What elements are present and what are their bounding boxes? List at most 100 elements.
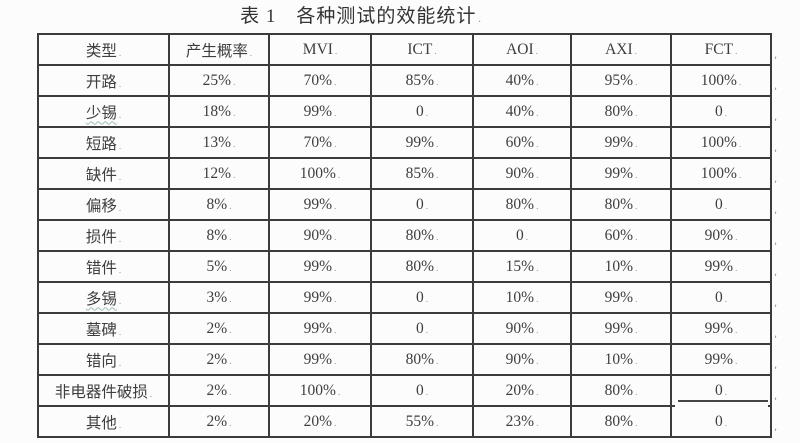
table-row: 少锡18%99%040%80%0 xyxy=(37,95,772,128)
defect-type-label: 其他 xyxy=(85,414,117,432)
fct-border-artifact-line xyxy=(678,400,768,402)
value-cell: 15% xyxy=(472,250,572,283)
value-cell: 10% xyxy=(570,250,672,283)
row-end-mark: , xyxy=(774,236,778,247)
value-cell: 80% xyxy=(472,188,572,221)
defect-type-label: 多锡 xyxy=(85,290,117,308)
defect-type-label: 短路 xyxy=(85,135,117,153)
value-cell: 99% xyxy=(570,281,672,314)
value-cell: 99% xyxy=(670,312,772,345)
defect-type-label: 墓碑 xyxy=(85,321,117,339)
fct-border-artifact-patch xyxy=(675,403,768,408)
table-row: 其他 2%20%55%23%80%0 xyxy=(37,405,772,438)
header-cell-probability: 产生概率 xyxy=(168,33,270,66)
value-cell: 100% xyxy=(268,374,372,407)
value-cell: 13% xyxy=(168,126,270,159)
value-cell: 10% xyxy=(570,343,672,376)
value-cell: 0 xyxy=(370,95,474,128)
value-cell: 3% xyxy=(168,281,270,314)
table-row: 损件8%90%80%060%90% xyxy=(37,219,772,252)
value-cell: 80% xyxy=(570,95,672,128)
value-cell: 0 xyxy=(670,281,772,314)
value-cell: 80% xyxy=(570,188,672,221)
value-cell: 99% xyxy=(570,157,672,190)
value-cell: 2% xyxy=(168,343,270,376)
value-cell: 5% xyxy=(168,250,270,283)
defect-type-cell: 非电器件破损 xyxy=(37,374,170,407)
value-cell: 90% xyxy=(472,157,572,190)
value-cell: 20% xyxy=(472,374,572,407)
value-cell: 90% xyxy=(472,343,572,376)
value-cell: 99% xyxy=(670,343,772,376)
defect-type-label: 缺件 xyxy=(85,166,117,184)
value-cell: 90% xyxy=(268,219,372,252)
table-row: 短路13%70%99%60%99%100% xyxy=(37,126,772,159)
value-cell: 2% xyxy=(168,374,270,407)
header-cell-mvi: MVI xyxy=(268,33,372,66)
row-end-mark: , xyxy=(774,174,778,185)
defect-type-label: 非电器件破损 xyxy=(54,383,148,401)
value-cell: 85% xyxy=(370,64,474,97)
value-cell: 99% xyxy=(268,312,372,345)
value-cell: 99% xyxy=(370,126,474,159)
value-cell: 80% xyxy=(570,405,672,438)
defect-type-label: 损件 xyxy=(85,228,117,246)
table-row: 偏移8%99%080%80%0 xyxy=(37,188,772,221)
table-row: 错向2%99%80%90%10%99% xyxy=(37,343,772,376)
value-cell: 10% xyxy=(472,281,572,314)
defect-type-cell: 缺件 xyxy=(37,157,170,190)
defect-type-cell: 错件 xyxy=(37,250,170,283)
defect-type-cell: 开路 xyxy=(37,64,170,97)
test-effectiveness-table: 类型 产生概率 MVI ICT AOI AXI FCT 开路25%70%85%4… xyxy=(37,33,772,438)
value-cell: 100% xyxy=(670,126,772,159)
value-cell: 40% xyxy=(472,95,572,128)
value-cell: 0 xyxy=(670,405,772,438)
value-cell: 90% xyxy=(670,219,772,252)
header-cell-aoi: AOI xyxy=(472,33,572,66)
row-end-mark: , xyxy=(774,205,778,216)
value-cell: 60% xyxy=(570,219,672,252)
value-cell: 8% xyxy=(168,188,270,221)
value-cell: 8% xyxy=(168,219,270,252)
defect-type-label: 偏移 xyxy=(85,197,117,215)
table-row: 开路 25%70%85%40%95%100% xyxy=(37,64,772,97)
row-end-mark: , xyxy=(774,143,778,154)
value-cell: 0 xyxy=(670,188,772,221)
value-cell: 95% xyxy=(570,64,672,97)
row-end-mark: , xyxy=(774,50,778,61)
value-cell: 80% xyxy=(570,374,672,407)
defect-type-label: 少锡 xyxy=(85,104,117,122)
header-row: 类型 产生概率 MVI ICT AOI AXI FCT xyxy=(37,33,772,66)
header-cell-ict: ICT xyxy=(370,33,474,66)
value-cell: 99% xyxy=(268,188,372,221)
table-row: 多锡3%99%010%99%0 xyxy=(37,281,772,314)
row-end-mark: , xyxy=(774,267,778,278)
value-cell: 80% xyxy=(370,219,474,252)
value-cell: 0 xyxy=(370,188,474,221)
value-cell: 18% xyxy=(168,95,270,128)
value-cell: 40% xyxy=(472,64,572,97)
row-end-mark: , xyxy=(774,422,778,433)
value-cell: 80% xyxy=(370,343,474,376)
defect-type-cell: 其他 xyxy=(37,405,170,438)
value-cell: 100% xyxy=(268,157,372,190)
defect-type-cell: 少锡 xyxy=(37,95,170,128)
table-row: 墓碑2%99%090%99%99% xyxy=(37,312,772,345)
value-cell: 2% xyxy=(168,405,270,438)
value-cell: 0 xyxy=(370,312,474,345)
defect-type-cell: 短路 xyxy=(37,126,170,159)
row-end-mark: , xyxy=(774,81,778,92)
value-cell: 20% xyxy=(268,405,372,438)
value-cell: 70% xyxy=(268,64,372,97)
defect-type-cell: 损件 xyxy=(37,219,170,252)
header-cell-type: 类型 xyxy=(37,33,170,66)
value-cell: 70% xyxy=(268,126,372,159)
defect-type-label: 错件 xyxy=(85,259,117,277)
value-cell: 80% xyxy=(370,250,474,283)
value-cell: 99% xyxy=(268,343,372,376)
paragraph-end-marks: ,,,,,,,,,,,,, xyxy=(774,40,794,443)
defect-type-cell: 墓碑 xyxy=(37,312,170,345)
value-cell: 25% xyxy=(168,64,270,97)
value-cell: 100% xyxy=(670,64,772,97)
